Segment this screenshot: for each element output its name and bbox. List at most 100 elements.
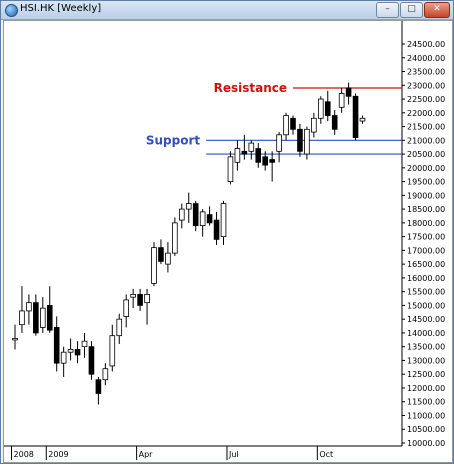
candle-body	[324, 101, 331, 116]
candle-body	[123, 299, 130, 317]
time-tick-label: 2009	[48, 450, 68, 459]
price-tick-label: 21500.00	[407, 123, 445, 132]
price-tick-label: 24500.00	[407, 40, 445, 49]
time-tick-label: Oct	[319, 450, 333, 459]
candle-body	[199, 211, 206, 227]
annotation-label: Support	[146, 133, 201, 147]
price-tick-label: 20000.00	[407, 164, 445, 173]
price-tick-label: 16500.00	[407, 260, 445, 269]
candle-body	[262, 156, 268, 166]
candle-body	[359, 117, 366, 122]
price-tick-label: 11000.00	[407, 411, 445, 420]
time-tick-label: Jul	[228, 450, 239, 459]
candle-body	[33, 302, 39, 334]
candle-body	[234, 148, 241, 163]
candle-body	[53, 327, 60, 364]
candle-body	[317, 98, 324, 119]
candle-body	[151, 247, 157, 284]
candle-body	[297, 128, 303, 152]
price-tick-label: 18000.00	[407, 219, 445, 228]
price-tick-label: 22500.00	[407, 95, 445, 104]
candle-body	[116, 318, 123, 337]
price-tick-label: 17000.00	[407, 246, 445, 255]
candle-body	[74, 349, 81, 356]
price-tick-label: 18500.00	[407, 205, 445, 214]
price-tick-label: 22000.00	[407, 109, 445, 118]
globe-icon	[5, 4, 18, 17]
candle-body	[185, 203, 192, 210]
candle-body	[290, 117, 296, 130]
price-tick-label: 19000.00	[407, 191, 445, 200]
candle-body	[352, 95, 359, 138]
price-tick-label: 10500.00	[407, 425, 445, 434]
time-axis: 2008 2009 Apr Jul Oct	[11, 446, 333, 460]
price-tick-label: 10000.00	[407, 439, 445, 448]
price-axis: 24500.00 24000.00 23500.00 23000.00 22500.00…	[402, 40, 445, 448]
price-tick-label: 16000.00	[407, 274, 445, 283]
candle-body	[206, 214, 213, 224]
candle-body	[46, 305, 53, 331]
candle-body	[248, 142, 255, 152]
window-title: HSI.HK [Weekly]	[20, 3, 102, 14]
time-tick-label: 2008	[14, 450, 34, 459]
candle-body	[88, 346, 95, 375]
price-tick-label: 11500.00	[407, 398, 445, 407]
candle-body	[165, 252, 171, 265]
price-tick-label: 20500.00	[407, 150, 445, 159]
candle-body	[60, 351, 67, 364]
chart-area[interactable]: 24500.00 24000.00 23500.00 23000.00 22500.00…	[3, 20, 453, 463]
candles	[12, 82, 366, 405]
price-tick-label: 19500.00	[407, 178, 445, 187]
annotation-label: Resistance	[214, 81, 287, 95]
candle-body	[304, 128, 310, 155]
close-button[interactable]: ✕	[424, 2, 450, 18]
candle-body	[241, 150, 248, 155]
window-controls: – □ ✕	[376, 2, 450, 18]
candle-body	[172, 222, 178, 254]
candle-body	[19, 310, 25, 326]
minimize-button[interactable]: –	[376, 2, 399, 18]
price-tick-label: 15500.00	[407, 288, 445, 297]
candle-body	[331, 115, 338, 130]
title-bar[interactable]: HSI.HK [Weekly] – □ ✕	[1, 1, 453, 20]
maximize-button[interactable]: □	[400, 2, 423, 18]
price-tick-label: 15000.00	[407, 301, 445, 310]
price-tick-label: 24000.00	[407, 54, 445, 63]
time-tick-label: Apr	[139, 450, 154, 459]
candle-body	[178, 208, 185, 221]
price-tick-label: 23500.00	[407, 68, 445, 77]
candle-body	[338, 93, 345, 108]
candle-body	[255, 148, 262, 163]
candle-body	[12, 338, 18, 341]
price-tick-label: 17500.00	[407, 233, 445, 242]
candle-body	[95, 379, 102, 394]
candle-body	[26, 302, 32, 312]
price-tick-label: 13000.00	[407, 356, 445, 365]
candle-body	[130, 294, 136, 298]
candle-body	[276, 134, 282, 152]
price-tick-label: 23000.00	[407, 81, 445, 90]
candle-body	[227, 156, 234, 182]
candle-body	[283, 115, 289, 136]
price-tick-label: 12000.00	[407, 384, 445, 393]
candlestick-chart: 24500.00 24000.00 23500.00 23000.00 22500.00…	[4, 21, 445, 460]
candle-body	[40, 307, 46, 328]
candle-body	[213, 219, 220, 240]
candle-body	[192, 203, 199, 227]
price-tick-label: 12500.00	[407, 370, 445, 379]
candle-body	[269, 159, 275, 163]
price-tick-label: 21000.00	[407, 136, 445, 145]
price-tick-label: 14000.00	[407, 329, 445, 338]
price-tick-label: 13500.00	[407, 343, 445, 352]
candle-body	[137, 294, 143, 306]
candle-body	[67, 349, 74, 353]
candle-body	[81, 340, 88, 348]
support-resistance-lines: Resistance Support	[146, 81, 402, 155]
price-tick-label: 14500.00	[407, 315, 445, 324]
candle-body	[220, 203, 227, 238]
candle-body	[109, 335, 116, 367]
candle-body	[345, 87, 352, 97]
candle-body	[158, 247, 164, 262]
candle-body	[144, 294, 150, 304]
